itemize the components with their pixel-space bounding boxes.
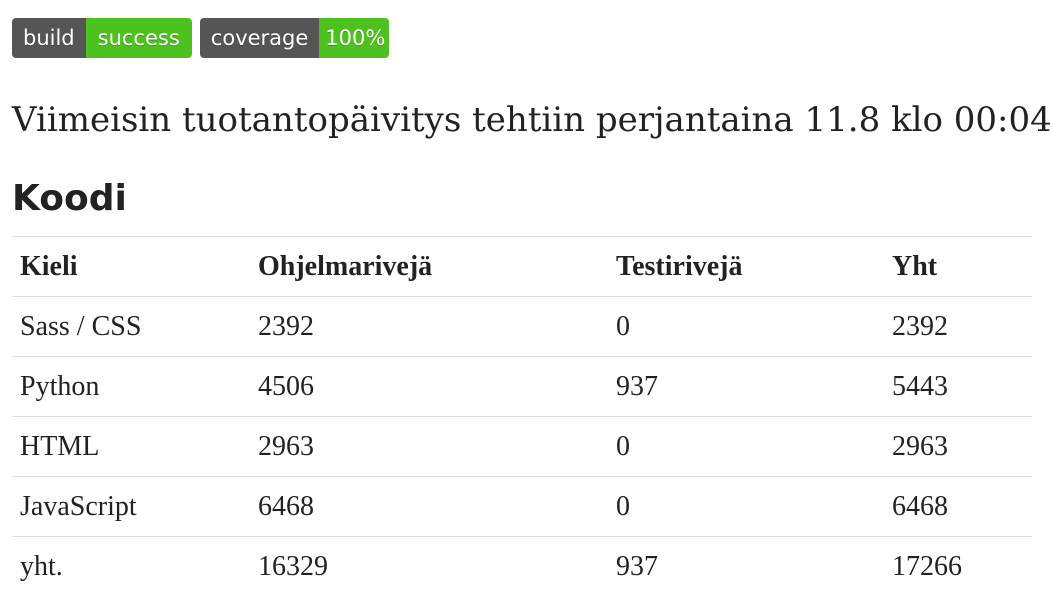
cell-language: HTML	[12, 416, 250, 477]
cell-language: yht.	[12, 536, 250, 596]
cell-total: 2392	[884, 296, 1032, 357]
cell-language: Sass / CSS	[12, 296, 250, 357]
cell-program-lines: 2963	[250, 416, 608, 477]
cell-total: 2963	[884, 416, 1032, 477]
cell-total: 5443	[884, 356, 1032, 417]
cell-test-lines: 937	[608, 356, 884, 417]
cell-total: 6468	[884, 476, 1032, 537]
column-header-test-lines: Testirivejä	[608, 236, 884, 297]
section-title-code: Koodi	[12, 178, 127, 219]
cell-test-lines: 0	[608, 476, 884, 537]
table-row: Sass / CSS 2392 0 2392	[12, 296, 1032, 357]
cell-language: Python	[12, 356, 250, 417]
column-header-program-lines: Ohjelmarivejä	[250, 236, 608, 297]
cell-program-lines: 2392	[250, 296, 608, 357]
column-header-language: Kieli	[12, 236, 250, 297]
cell-language: JavaScript	[12, 476, 250, 537]
table-row: Python 4506 937 5443	[12, 356, 1032, 417]
build-badge-status: success	[85, 18, 192, 58]
table-row: JavaScript 6468 0 6468	[12, 476, 1032, 537]
coverage-badge-value: 100%	[319, 18, 390, 58]
cell-total: 17266	[884, 536, 1032, 596]
cell-program-lines: 4506	[250, 356, 608, 417]
cell-test-lines: 0	[608, 296, 884, 357]
coverage-badge-label: coverage	[199, 18, 320, 58]
build-badge-label: build	[12, 18, 86, 58]
code-lines-table: Kieli Ohjelmarivejä Testirivejä Yht Sass…	[12, 236, 1032, 596]
build-badge[interactable]: build success	[12, 18, 192, 58]
table-row-total: yht. 16329 937 17266	[12, 536, 1032, 596]
cell-program-lines: 6468	[250, 476, 608, 537]
cell-program-lines: 16329	[250, 536, 608, 596]
table-row: HTML 2963 0 2963	[12, 416, 1032, 477]
coverage-badge[interactable]: coverage 100%	[199, 18, 390, 58]
last-deploy-text: Viimeisin tuotantopäivitys tehtiin perja…	[12, 100, 1052, 140]
cell-test-lines: 0	[608, 416, 884, 477]
cell-test-lines: 937	[608, 536, 884, 596]
column-header-total: Yht	[884, 236, 1032, 297]
table-header-row: Kieli Ohjelmarivejä Testirivejä Yht	[12, 236, 1032, 297]
badges: build success coverage 100%	[12, 18, 390, 58]
